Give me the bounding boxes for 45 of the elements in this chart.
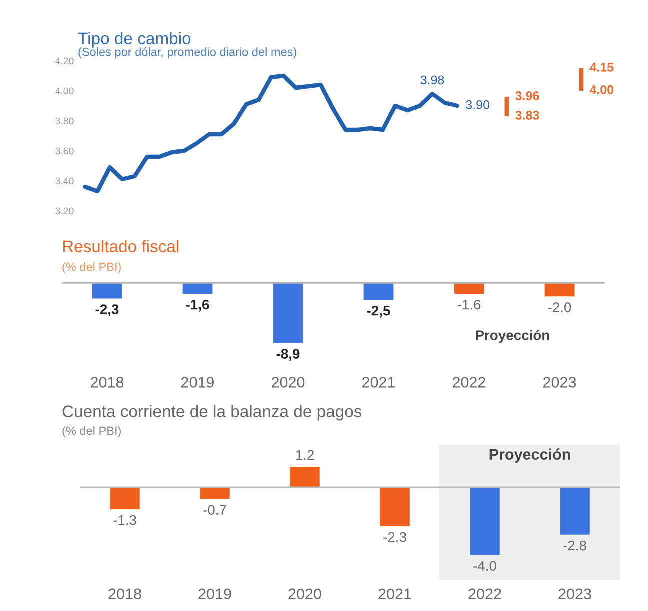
annotation: 3.96 [516,92,540,100]
data-label: -2,5 [367,306,390,318]
y-tick-label: 4.00 [55,88,74,95]
x-tick-label: 2022 [468,588,502,600]
data-label: -2.3 [384,532,406,542]
x-tick-label: 2021 [362,377,395,388]
annotation: 3.98 [420,76,444,85]
data-label: -1,6 [186,300,210,312]
x-tick-label: 2022 [453,377,486,388]
annotation: Proyección [476,330,550,344]
data-label: -0.7 [204,505,226,516]
data-label: -4.0 [474,561,496,572]
line-series [83,74,460,194]
chart-subtitle: (% del PBI) [62,426,121,438]
data-label: -2.0 [548,302,572,312]
annotation: 3.83 [516,111,540,120]
x-tick-label: 2019 [198,588,232,600]
data-label: -8,9 [276,349,300,361]
data-label: -1.6 [458,300,481,310]
x-tick-label: 2018 [108,588,142,600]
x-tick-label: 2023 [558,588,592,600]
x-tick-label: 2018 [91,377,124,388]
chart-title: Tipo de cambio [78,32,191,48]
y-tick-label: 3.80 [56,118,74,125]
x-tick-label: 2020 [288,588,322,600]
data-label: -2,3 [96,304,119,316]
annotation: 3.90 [466,100,490,110]
y-tick-label: 3.20 [56,208,74,215]
x-tick-label: 2021 [378,588,412,600]
y-tick-label: 3.40 [56,178,74,185]
y-tick-label: 4.20 [55,58,74,65]
band-label: Proyección [490,448,570,463]
data-label: -1.3 [114,515,136,526]
x-tick-label: 2019 [182,377,214,388]
annotation: 4.00 [590,86,614,94]
data-label: -2.8 [564,540,586,551]
chart-subtitle: (% del PBI) [62,262,121,274]
chart-title: Resultado fiscal [63,240,179,252]
annotation: 4.15 [590,63,614,72]
data-label: 1.2 [296,450,314,460]
x-tick-label: 2023 [544,377,576,388]
chart-subtitle: (Soles por dólar, promedio diario del mes) [78,47,296,59]
y-tick-label: 3.60 [56,148,74,155]
x-tick-label: 2020 [272,377,305,388]
chart-title: Cuenta corriente de la balanza de pagos [62,405,362,421]
